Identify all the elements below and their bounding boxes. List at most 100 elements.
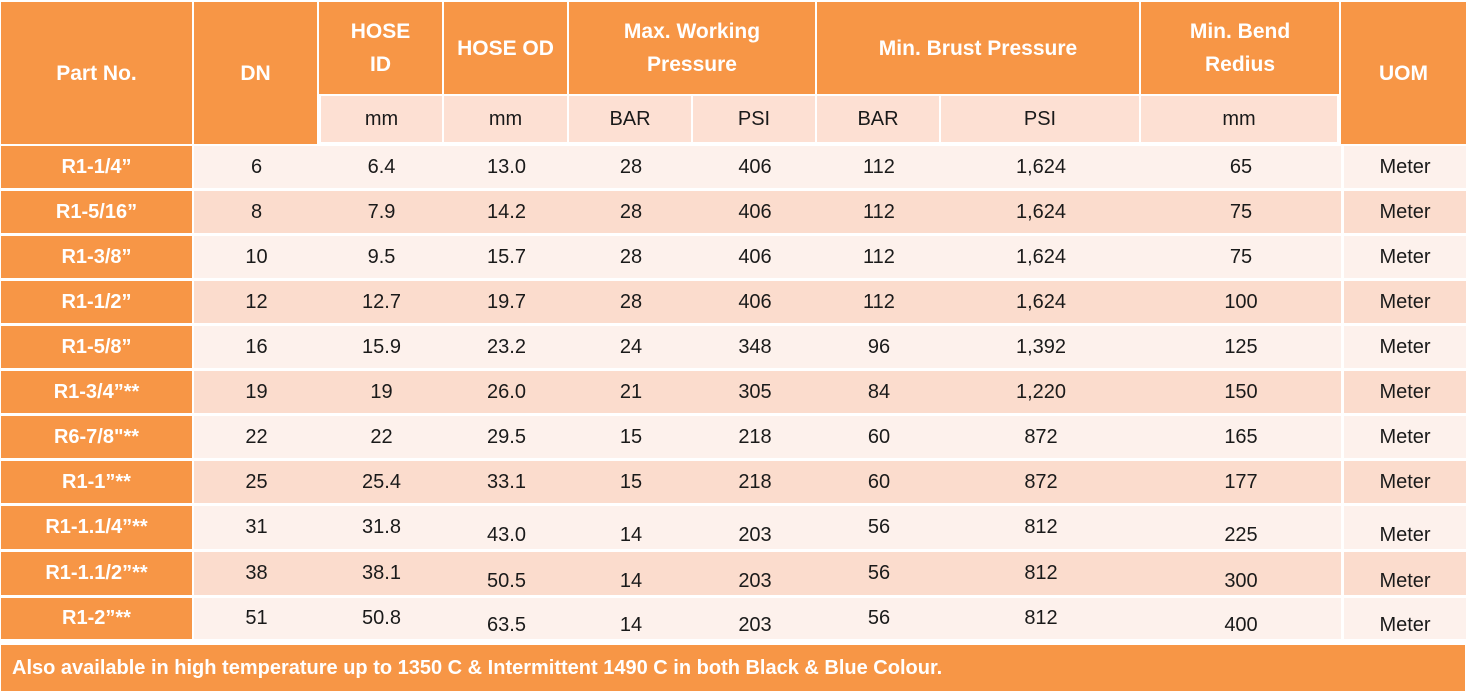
dn-value: 19	[194, 371, 319, 416]
wp-bar-value: 28	[569, 146, 693, 191]
dn-value: 31	[194, 506, 319, 552]
wp-bar-value: 28	[569, 281, 693, 326]
wp-bar-value: 28	[569, 236, 693, 281]
bp-psi-value: 1,220	[941, 371, 1141, 416]
table-row: R1-1”** 25 25.4 33.1 15 218 60 872 177 M…	[1, 461, 1466, 506]
bp-psi-value: 812	[941, 506, 1141, 552]
wp-psi-value: 406	[693, 236, 817, 281]
uom-value: Meter	[1341, 146, 1466, 191]
hose-id-value: 22	[319, 416, 444, 461]
wp-psi-value: 406	[693, 281, 817, 326]
uom-value: Meter	[1341, 236, 1466, 281]
hose-id-value: 6.4	[319, 146, 444, 191]
bp-bar-value: 60	[817, 416, 941, 461]
part-number: R1-3/4”**	[1, 371, 194, 416]
hose-id-value: 31.8	[319, 506, 444, 552]
col-header-max-working-pressure: Max. Working Pressure	[569, 2, 817, 96]
unit-wp-bar: BAR	[569, 96, 693, 146]
wp-bar-value: 15	[569, 461, 693, 506]
wp-psi-value: 203	[693, 598, 817, 642]
part-number: R1-3/8”	[1, 236, 194, 281]
uom-value: Meter	[1341, 281, 1466, 326]
part-number: R1-1.1/2”**	[1, 552, 194, 598]
unit-hose-id: mm	[319, 96, 444, 146]
dn-value: 22	[194, 416, 319, 461]
bp-psi-value: 1,624	[941, 281, 1141, 326]
bend-radius-value: 400	[1141, 598, 1341, 642]
dn-value: 38	[194, 552, 319, 598]
part-number: R1-2”**	[1, 598, 194, 642]
unit-bp-psi: PSI	[941, 96, 1141, 146]
col-header-uom: UOM	[1341, 2, 1466, 146]
col-header-dn: DN	[194, 2, 319, 146]
wp-psi-value: 348	[693, 326, 817, 371]
bp-bar-value: 96	[817, 326, 941, 371]
table-row: R1-1/2” 12 12.7 19.7 28 406 112 1,624 10…	[1, 281, 1466, 326]
unit-bend-radius: mm	[1141, 96, 1341, 146]
table-row: R1-2”** 51 50.8 63.5 14 203 56 812 400 M…	[1, 598, 1466, 642]
bp-bar-value: 112	[817, 146, 941, 191]
dn-value: 8	[194, 191, 319, 236]
part-number: R1-5/8”	[1, 326, 194, 371]
hose-id-value: 38.1	[319, 552, 444, 598]
dn-value: 10	[194, 236, 319, 281]
dn-value: 16	[194, 326, 319, 371]
uom-value: Meter	[1341, 371, 1466, 416]
bp-bar-value: 112	[817, 281, 941, 326]
hose-od-value: 14.2	[444, 191, 569, 236]
wp-psi-value: 203	[693, 506, 817, 552]
col-header-part-no: Part No.	[1, 2, 194, 146]
dn-value: 6	[194, 146, 319, 191]
part-number: R6-7/8"**	[1, 416, 194, 461]
hose-spec-table: Part No. DN HOSE ID HOSE OD Max. Working…	[1, 2, 1466, 642]
table-row: R1-1/4” 6 6.4 13.0 28 406 112 1,624 65 M…	[1, 146, 1466, 191]
bp-psi-value: 812	[941, 598, 1141, 642]
dn-value: 25	[194, 461, 319, 506]
bend-radius-value: 150	[1141, 371, 1341, 416]
dn-value: 51	[194, 598, 319, 642]
uom-value: Meter	[1341, 416, 1466, 461]
unit-bp-bar: BAR	[817, 96, 941, 146]
hose-id-value: 9.5	[319, 236, 444, 281]
footer-note: Also available in high temperature up to…	[1, 645, 1465, 691]
table-row: R1-1.1/2”** 38 38.1 50.5 14 203 56 812 3…	[1, 552, 1466, 598]
bend-radius-value: 65	[1141, 146, 1341, 191]
header-row: Part No. DN HOSE ID HOSE OD Max. Working…	[1, 2, 1466, 146]
uom-value: Meter	[1341, 552, 1466, 598]
uom-value: Meter	[1341, 598, 1466, 642]
part-number: R1-1/2”	[1, 281, 194, 326]
hose-od-value: 26.0	[444, 371, 569, 416]
bp-psi-value: 1,624	[941, 191, 1141, 236]
hose-od-value: 15.7	[444, 236, 569, 281]
min-bend-radius-label: Min. Bend Redius	[1189, 20, 1291, 76]
part-number: R1-1”**	[1, 461, 194, 506]
bend-radius-value: 125	[1141, 326, 1341, 371]
col-header-hose-id: HOSE ID	[319, 2, 444, 96]
hose-od-value: 29.5	[444, 416, 569, 461]
hose-id-value: 12.7	[319, 281, 444, 326]
bp-bar-value: 60	[817, 461, 941, 506]
hose-od-value: 33.1	[444, 461, 569, 506]
bend-radius-value: 75	[1141, 236, 1341, 281]
wp-bar-value: 24	[569, 326, 693, 371]
hose-od-value: 43.0	[444, 506, 569, 552]
units-row: mm mm BAR PSI BAR PSI mm	[1, 96, 1466, 146]
wp-bar-value: 14	[569, 598, 693, 642]
bp-psi-value: 812	[941, 552, 1141, 598]
table-row: R1-5/8” 16 15.9 23.2 24 348 96 1,392 125…	[1, 326, 1466, 371]
bp-bar-value: 56	[817, 598, 941, 642]
unit-wp-psi: PSI	[693, 96, 817, 146]
bend-radius-value: 300	[1141, 552, 1341, 598]
col-header-min-bend-radius: Min. Bend Redius	[1141, 2, 1341, 96]
wp-psi-value: 203	[693, 552, 817, 598]
wp-bar-value: 28	[569, 191, 693, 236]
part-number: R1-5/16”	[1, 191, 194, 236]
bend-radius-value: 225	[1141, 506, 1341, 552]
bend-radius-value: 165	[1141, 416, 1341, 461]
part-number: R1-1/4”	[1, 146, 194, 191]
table-row: R1-1.1/4”** 31 31.8 43.0 14 203 56 812 2…	[1, 506, 1466, 552]
table-row: R1-3/4”** 19 19 26.0 21 305 84 1,220 150…	[1, 371, 1466, 416]
col-header-hose-od: HOSE OD	[444, 2, 569, 96]
hose-od-value: 50.5	[444, 552, 569, 598]
table-row: R1-5/16” 8 7.9 14.2 28 406 112 1,624 75 …	[1, 191, 1466, 236]
